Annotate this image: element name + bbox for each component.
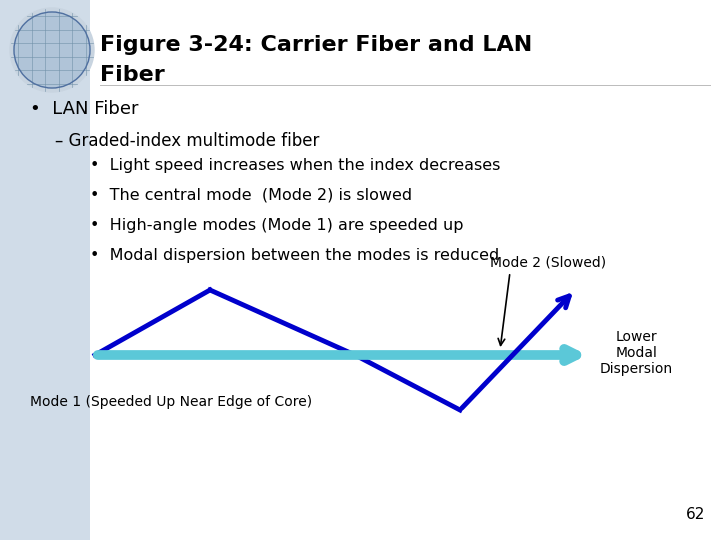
Text: – Graded-index multimode fiber: – Graded-index multimode fiber: [55, 132, 320, 150]
Bar: [0, 0, 90, 540]
Text: •  Modal dispersion between the modes is reduced: • Modal dispersion between the modes is …: [90, 248, 499, 263]
Circle shape: [14, 12, 90, 88]
Text: Fiber: Fiber: [100, 65, 165, 85]
Text: Mode 2 (Slowed): Mode 2 (Slowed): [490, 256, 606, 270]
Circle shape: [10, 8, 94, 92]
Text: 62: 62: [685, 507, 705, 522]
Text: •  High-angle modes (Mode 1) are speeded up: • High-angle modes (Mode 1) are speeded …: [90, 218, 464, 233]
Text: Figure 3-24: Carrier Fiber and LAN: Figure 3-24: Carrier Fiber and LAN: [100, 35, 532, 55]
Text: •  LAN Fiber: • LAN Fiber: [30, 100, 138, 118]
Text: •  Light speed increases when the index decreases: • Light speed increases when the index d…: [90, 158, 500, 173]
Text: Lower
Modal
Dispersion: Lower Modal Dispersion: [600, 330, 673, 376]
Text: Mode 1 (Speeded Up Near Edge of Core): Mode 1 (Speeded Up Near Edge of Core): [30, 395, 312, 409]
Text: •  The central mode  (Mode 2) is slowed: • The central mode (Mode 2) is slowed: [90, 188, 412, 203]
